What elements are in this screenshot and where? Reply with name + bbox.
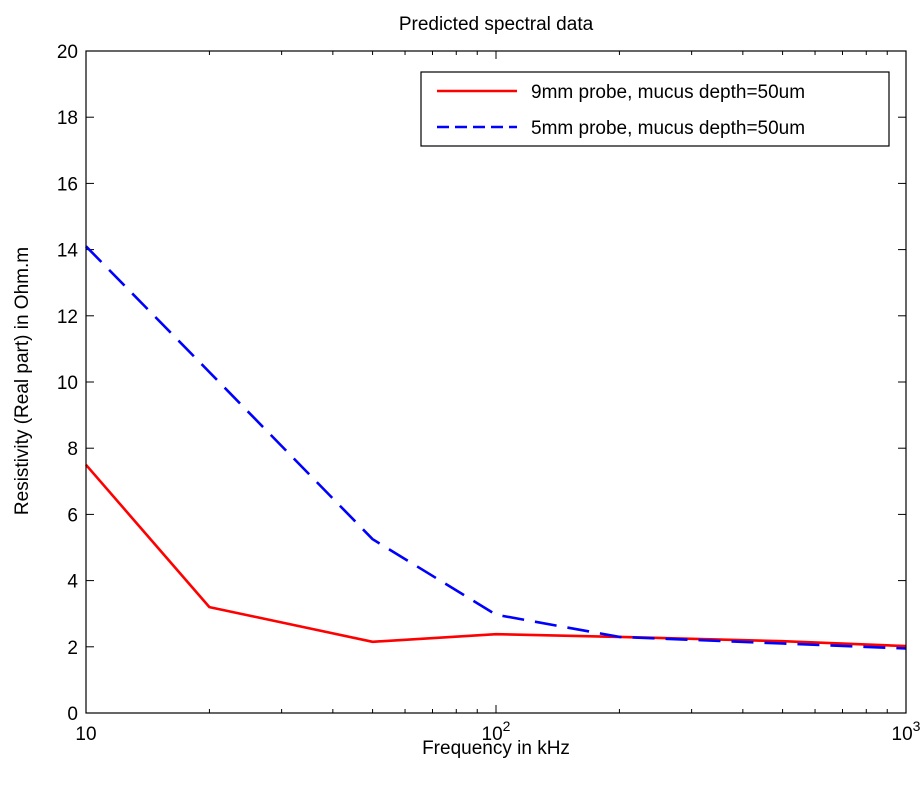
series-layer	[85, 245, 907, 650]
y-tick-label: 0	[67, 704, 78, 725]
plot-area-frame	[85, 50, 907, 714]
legend-box	[420, 71, 890, 147]
x-axis-label: Frequency in kHz	[422, 738, 570, 759]
chart-title: Predicted spectral data	[399, 14, 594, 35]
x-tick-label: 10	[75, 724, 96, 745]
series-1-point	[372, 641, 373, 642]
legend-label-2: 5mm probe, mucus depth=50um	[531, 118, 805, 139]
x-tick-base: 10	[892, 724, 913, 745]
y-tick-label: 14	[57, 241, 79, 262]
series-1-point	[496, 634, 497, 635]
series-2-point	[782, 643, 783, 644]
y-tick-label: 4	[67, 572, 78, 593]
series-1-point	[782, 641, 783, 642]
x-tick-exponent: 3	[913, 718, 921, 734]
y-tick-label: 16	[57, 174, 78, 195]
y-axis-label: Resistivity (Real part) in Ohm.m	[12, 247, 33, 515]
x-tick-exponent: 2	[503, 718, 511, 734]
series-line-1	[85, 463, 907, 648]
series-2-point	[619, 636, 620, 637]
y-tick-label: 20	[57, 42, 78, 63]
x-tick-base: 10	[482, 724, 503, 745]
series-2-point	[209, 372, 210, 373]
x-tick-label: 102	[482, 718, 511, 745]
series-2-point	[372, 539, 373, 540]
legend-label-1: 9mm probe, mucus depth=50um	[531, 82, 805, 103]
y-tick-label: 8	[67, 439, 78, 460]
y-tick-label: 2	[67, 638, 78, 659]
y-tick-label: 6	[67, 505, 78, 526]
y-tick-label: 18	[57, 108, 78, 129]
x-tick-base: 10	[75, 724, 96, 745]
y-tick-label: 10	[57, 373, 78, 394]
series-1-point	[209, 607, 210, 608]
legend: 9mm probe, mucus depth=50um 5mm probe, mu…	[420, 71, 890, 147]
y-tick-label: 12	[57, 307, 78, 328]
series-line-2	[85, 245, 907, 650]
x-tick-label: 103	[892, 718, 921, 745]
series-2-point	[496, 614, 497, 615]
